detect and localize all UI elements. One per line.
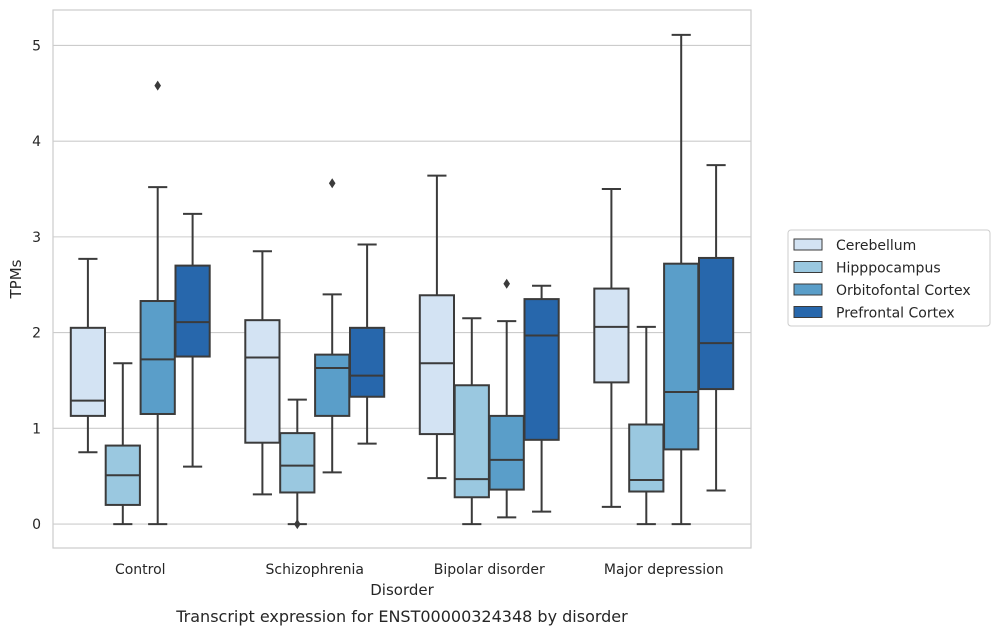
y-tick-label: 2: [32, 326, 41, 342]
x-axis-label: Disorder: [370, 581, 434, 599]
box-hipppocampus: [279, 398, 316, 530]
y-tick-labels: 0 1 2 3 4 5: [32, 38, 41, 533]
box-orbitofontal-cortex: [139, 80, 176, 526]
y-tick-label: 1: [32, 421, 41, 437]
legend-label: Prefrontal Cortex: [836, 306, 955, 322]
y-tick-label: 5: [32, 38, 41, 54]
iqr-box: [314, 353, 351, 417]
iqr-box: [139, 300, 176, 415]
iqr-box: [453, 384, 490, 499]
iqr-box: [244, 319, 281, 444]
chart-caption: Transcript expression for ENST0000032434…: [175, 607, 628, 626]
legend-frame: [787, 229, 991, 327]
box-hipppocampus: [104, 362, 141, 526]
box-cerebellum: [418, 174, 456, 480]
box-cerebellum: [244, 250, 281, 496]
box-prefrontal-cortex: [697, 164, 735, 492]
box-orbitofontal-cortex: [314, 178, 351, 474]
iqr-box: [279, 432, 316, 494]
legend-swatch: [793, 261, 823, 273]
legend: Cerebellum Hipppocampus Orbitofontal Corte…: [787, 229, 991, 327]
iqr-box: [663, 262, 700, 451]
iqr-box: [523, 298, 560, 441]
x-tick-label: Major depression: [604, 562, 724, 578]
outlier-point: [503, 278, 510, 289]
x-tick-label: Control: [115, 562, 166, 578]
box-cerebellum: [593, 188, 630, 508]
box-prefrontal-cortex: [174, 212, 211, 468]
outlier-point: [294, 519, 301, 530]
iqr-box: [697, 256, 735, 391]
iqr-box: [628, 423, 665, 493]
iqr-box: [418, 294, 456, 436]
legend-swatch: [793, 238, 823, 251]
y-axis-label: TPMs: [7, 259, 25, 299]
y-tick-label: 0: [32, 517, 41, 533]
iqr-box: [593, 287, 630, 384]
legend-label: Orbitofontal Cortex: [836, 283, 971, 299]
box-prefrontal-cortex: [523, 284, 560, 513]
x-tick-label: Bipolar disorder: [434, 562, 545, 578]
box-prefrontal-cortex: [348, 243, 386, 445]
legend-label: Hipppocampus: [836, 261, 941, 277]
x-tick-labels: Control Schizophrenia Bipolar disorder Majo…: [115, 562, 724, 578]
outlier-point: [154, 80, 161, 91]
iqr-box: [488, 414, 525, 491]
box-orbitofontal-cortex: [488, 278, 525, 519]
y-tick-label: 4: [32, 134, 41, 150]
legend-swatch: [793, 283, 823, 296]
outlier-point: [328, 178, 336, 189]
box-hipppocampus: [453, 317, 490, 526]
box-cerebellum: [69, 257, 107, 454]
legend-label: Cerebellum: [836, 238, 916, 254]
box-series: [69, 33, 735, 530]
iqr-box: [348, 326, 386, 398]
iqr-box: [174, 264, 211, 358]
y-tick-label: 3: [32, 230, 41, 246]
legend-swatch: [793, 306, 823, 318]
x-tick-label: Schizophrenia: [266, 562, 364, 578]
plot-area-frame: [52, 9, 752, 549]
box-hipppocampus: [628, 325, 665, 526]
iqr-box: [69, 326, 107, 417]
